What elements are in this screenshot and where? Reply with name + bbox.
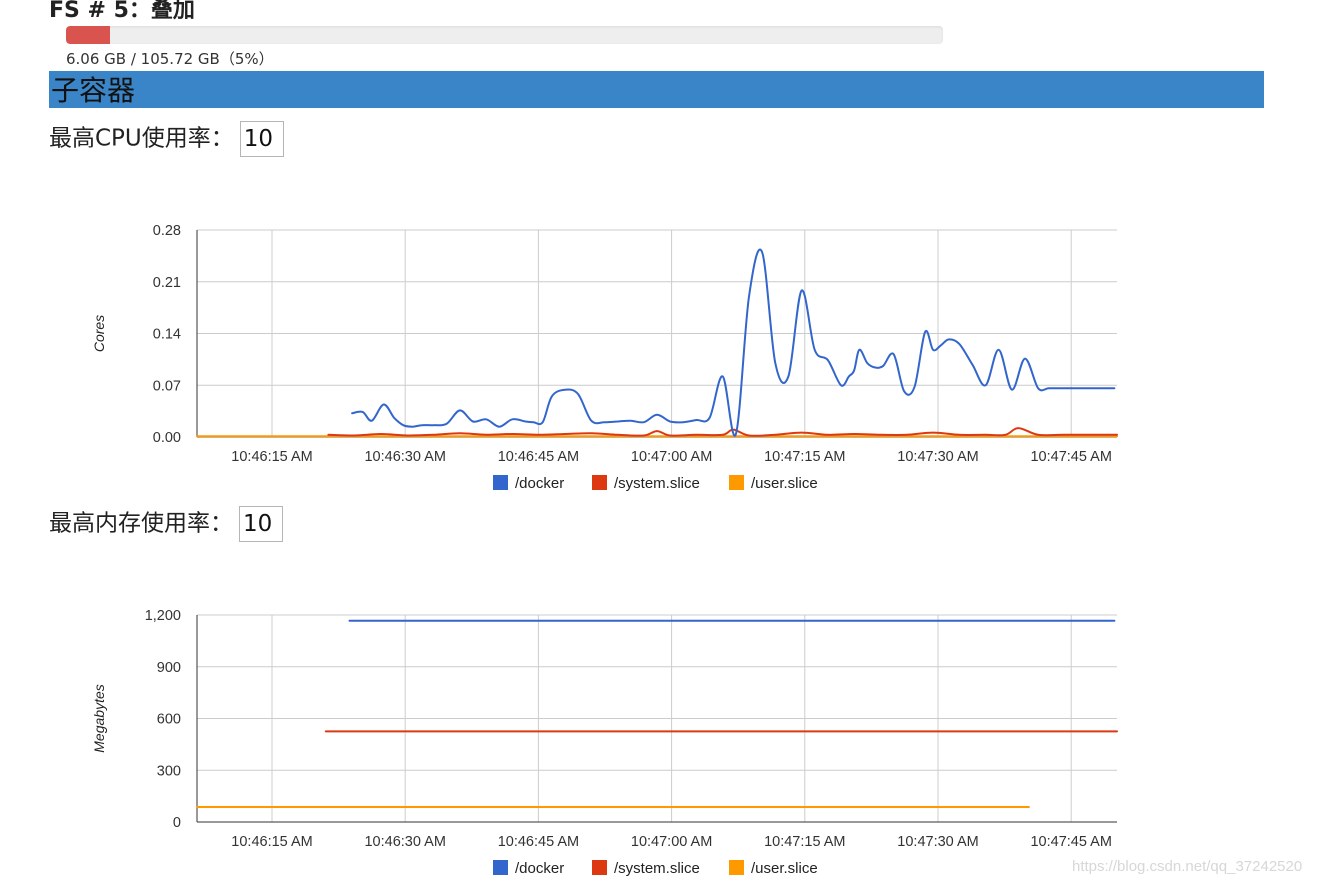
memory-limit-input[interactable] (239, 505, 283, 542)
legend-swatch (592, 860, 607, 875)
y-tick-label: 0.00 (153, 430, 181, 446)
legend-swatch (493, 860, 508, 875)
legend-label: /user.slice (751, 475, 818, 492)
chart-grid (197, 229, 1117, 437)
y-tick-label: 1,200 (145, 608, 181, 624)
x-tick-label: 10:47:00 AM (631, 834, 712, 850)
cpu-limit-input[interactable] (239, 120, 284, 157)
x-tick-label: 10:46:15 AM (231, 834, 312, 850)
x-tick-label: 10:46:30 AM (364, 834, 445, 850)
x-tick-label: 10:47:30 AM (897, 834, 978, 850)
y-tick-label: 0 (173, 815, 181, 831)
x-tick-label: 10:47:15 AM (764, 834, 845, 850)
memory-limit-row: 最高内存使用率： (49, 503, 283, 544)
memory-usage-chart: 0 300 600 900 1,200 10:46:15 AM 10:46:30 AM 10:… (91, 608, 1118, 877)
legend-swatch (729, 475, 744, 490)
legend-label: /docker (515, 860, 564, 877)
x-tick-label: 10:47:30 AM (897, 449, 978, 465)
chart-grid (197, 614, 1117, 822)
section-header-subcontainers: 子容器 (49, 71, 1264, 108)
filesystem-usage-text: 6.06 GB / 105.72 GB（5%） (66, 50, 274, 68)
cpu-limit-row: 最高CPU使用率： (49, 118, 284, 159)
x-tick-label: 10:47:45 AM (1030, 449, 1111, 465)
x-tick-label: 10:47:00 AM (631, 449, 712, 465)
legend-label: /system.slice (614, 860, 700, 877)
legend-swatch (592, 475, 607, 490)
memory-limit-label: 最高内存使用率： (49, 510, 233, 537)
series-line-docker (351, 248, 1116, 437)
y-tick-label: 300 (157, 763, 181, 779)
x-tick-label: 10:47:45 AM (1030, 834, 1111, 850)
watermark: https://blog.csdn.net/qq_37242520 (1072, 858, 1303, 875)
filesystem-usage-bar (66, 26, 943, 44)
legend-label: /system.slice (614, 475, 700, 492)
legend-swatch (729, 860, 744, 875)
y-tick-label: 0.21 (153, 275, 181, 291)
cpu-usage-chart: 0.00 0.07 0.14 0.21 0.28 10:46:15 AM 10:46:30 … (91, 223, 1118, 492)
cpu-limit-label: 最高CPU使用率： (49, 125, 234, 152)
legend-label: /user.slice (751, 860, 818, 877)
y-tick-label: 900 (157, 660, 181, 676)
y-axis-title: Cores (91, 315, 107, 352)
filesystem-usage-fill (66, 26, 110, 44)
y-axis-title: Megabytes (91, 684, 107, 752)
y-tick-label: 0.14 (153, 327, 181, 343)
x-tick-label: 10:47:15 AM (764, 449, 845, 465)
series-line-systemslice (327, 427, 1118, 437)
x-tick-label: 10:46:15 AM (231, 449, 312, 465)
legend-swatch (493, 475, 508, 490)
x-tick-label: 10:46:30 AM (364, 449, 445, 465)
x-tick-label: 10:46:45 AM (498, 449, 579, 465)
section-title: 子容器 (51, 74, 136, 107)
y-tick-label: 0.07 (153, 378, 181, 394)
legend-label: /docker (515, 475, 564, 492)
x-tick-label: 10:46:45 AM (498, 834, 579, 850)
y-tick-label: 600 (157, 712, 181, 728)
filesystem-title: FS # 5：叠加 (49, 0, 195, 23)
y-tick-label: 0.28 (153, 223, 181, 239)
